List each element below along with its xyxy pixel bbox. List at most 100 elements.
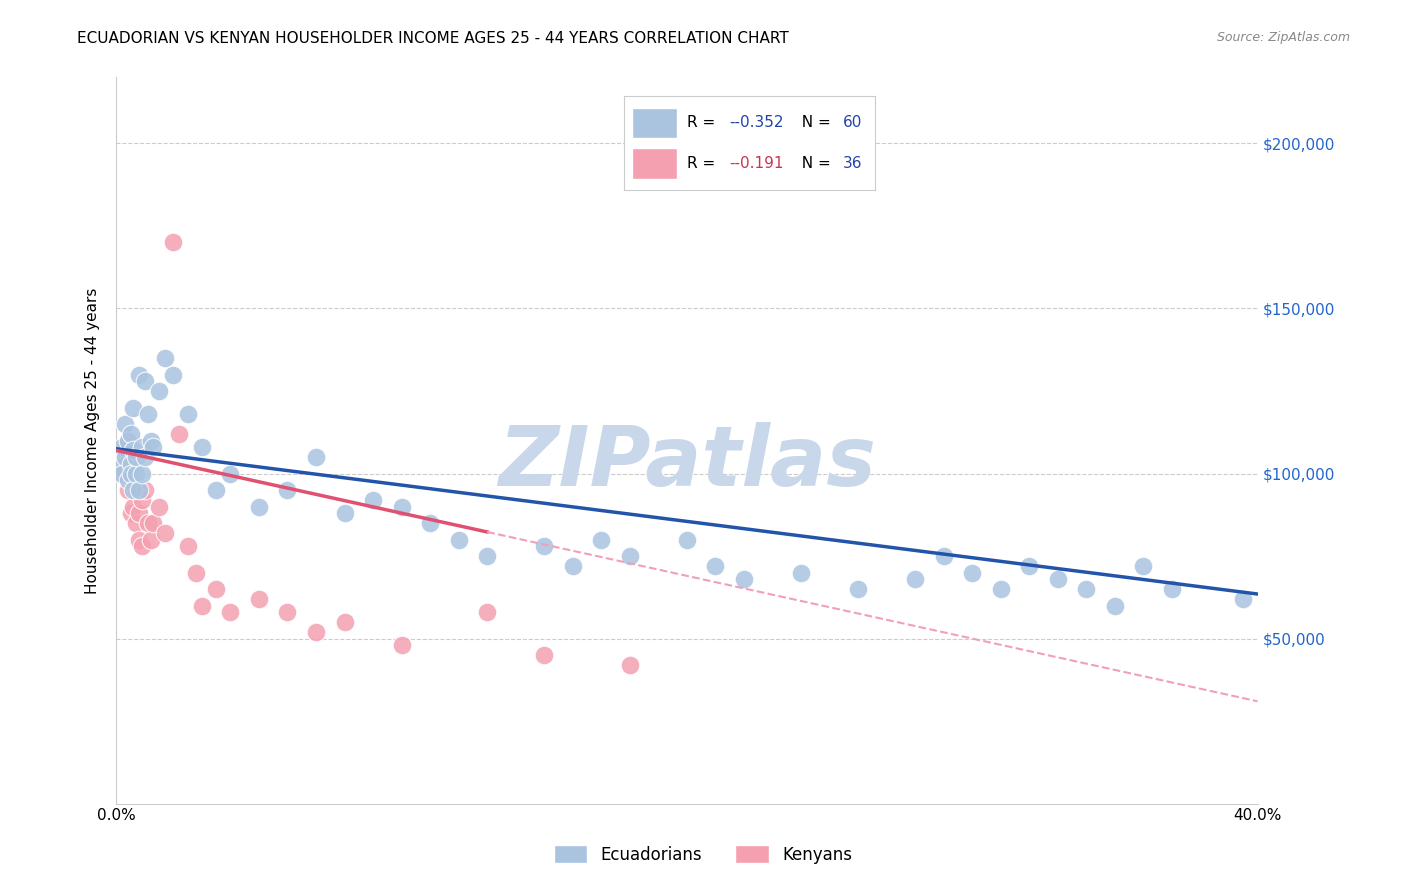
Point [131,467,153,481]
Point [128,483,150,497]
Point [205,483,228,497]
Point [128,368,150,382]
Point [120,426,142,441]
Point [117,434,139,448]
Point [704,558,727,573]
Point [131,539,153,553]
Point [111,440,134,454]
Point [122,401,145,415]
Point [122,450,145,464]
Point [125,516,148,530]
Point [108,450,131,464]
Point [117,483,139,497]
Point [167,426,190,441]
Y-axis label: Householder Income Ages 25 - 44 years: Householder Income Ages 25 - 44 years [86,287,100,594]
Point [990,582,1012,596]
Point [619,657,641,672]
Text: ZIPatlas: ZIPatlas [498,422,876,503]
Point [533,648,555,662]
Point [142,516,165,530]
Point [108,459,131,474]
Point [136,516,159,530]
Point [676,533,699,547]
Point [114,450,136,464]
Point [846,582,869,596]
Point [619,549,641,563]
Point [276,483,298,497]
Point [1018,558,1040,573]
Point [533,539,555,553]
Point [120,457,142,471]
Point [111,467,134,481]
Point [122,483,145,497]
Point [122,443,145,458]
Point [447,533,470,547]
Point [1161,582,1184,596]
Point [477,605,499,619]
Point [136,407,159,421]
Point [932,549,955,563]
Point [176,539,198,553]
Point [125,450,148,464]
Point [904,572,927,586]
Point [186,566,208,580]
Point [477,549,499,563]
Text: ECUADORIAN VS KENYAN HOUSEHOLDER INCOME AGES 25 - 44 YEARS CORRELATION CHART: ECUADORIAN VS KENYAN HOUSEHOLDER INCOME … [77,31,789,46]
Point [591,533,613,547]
Point [148,384,170,398]
Point [125,467,148,481]
Point [391,638,413,652]
Point [1132,558,1154,573]
Point [131,492,153,507]
Point [247,500,270,514]
Point [162,235,184,250]
Point [117,473,139,487]
Legend: Ecuadorians, Kenyans: Ecuadorians, Kenyans [547,838,859,871]
Point [114,440,136,454]
Point [191,599,214,613]
Point [391,500,413,514]
Point [131,440,153,454]
Point [148,500,170,514]
Point [153,525,176,540]
Point [219,467,242,481]
Point [419,516,441,530]
Text: Source: ZipAtlas.com: Source: ZipAtlas.com [1216,31,1350,45]
Point [733,572,755,586]
Point [1076,582,1098,596]
Point [111,467,134,481]
Point [139,533,162,547]
Point [134,483,156,497]
Point [128,506,150,520]
Point [219,605,242,619]
Point [1104,599,1126,613]
Point [333,506,356,520]
Point [361,492,384,507]
Point [162,368,184,382]
Point [276,605,298,619]
Point [120,473,142,487]
Point [790,566,813,580]
Point [205,582,228,596]
Point [305,624,328,639]
Point [120,467,142,481]
Point [561,558,583,573]
Point [128,533,150,547]
Point [1232,591,1254,606]
Point [176,407,198,421]
Point [114,417,136,431]
Point [120,506,142,520]
Point [333,615,356,629]
Point [960,566,983,580]
Point [142,440,165,454]
Point [153,351,176,365]
Point [1046,572,1069,586]
Point [139,434,162,448]
Point [191,440,214,454]
Point [134,450,156,464]
Point [117,434,139,448]
Point [122,500,145,514]
Point [247,591,270,606]
Point [125,483,148,497]
Point [305,450,328,464]
